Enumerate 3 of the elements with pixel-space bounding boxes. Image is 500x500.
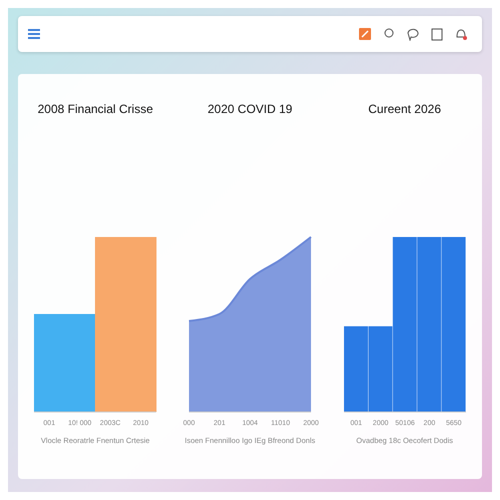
chart-title: Cureent 2026 — [367, 101, 442, 118]
chart-title: 2008 Financial Crisse — [36, 101, 154, 118]
chart-title: 2020 COVID 19 — [206, 101, 294, 118]
